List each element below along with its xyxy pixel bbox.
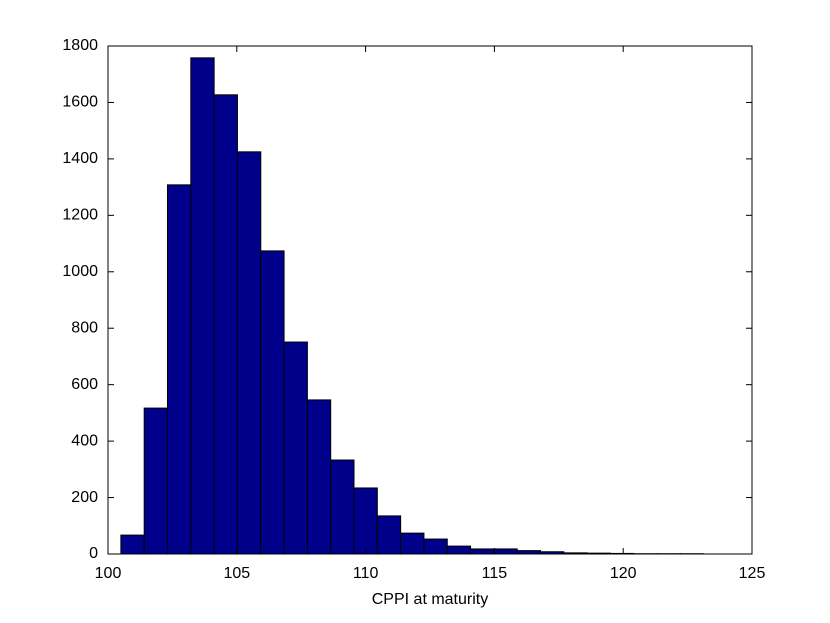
- x-tick-label: 110: [353, 565, 379, 582]
- y-tick-label: 1000: [62, 263, 98, 280]
- plot-frame: [107, 45, 753, 555]
- x-tick-label: 105: [223, 565, 250, 582]
- bar: [400, 532, 425, 555]
- y-tick-label: 1800: [62, 37, 98, 54]
- y-tick-label: 1600: [62, 94, 98, 111]
- x-tick-label: 120: [610, 565, 637, 582]
- bar: [236, 151, 262, 555]
- bar: [306, 399, 332, 555]
- y-tick-label: 600: [71, 376, 98, 393]
- bar: [493, 548, 518, 555]
- bar: [190, 57, 215, 555]
- bar: [446, 545, 472, 555]
- bar: [353, 487, 378, 555]
- bar: [470, 548, 495, 555]
- x-tick-label: 125: [739, 565, 766, 582]
- x-tick-label: 100: [95, 565, 122, 582]
- y-tick-label: 1400: [62, 150, 98, 167]
- y-tick-label: 400: [71, 432, 98, 449]
- y-tick-label: 0: [89, 545, 98, 562]
- bar: [376, 515, 402, 555]
- bar: [213, 94, 238, 555]
- bar: [143, 407, 169, 555]
- bar: [260, 250, 285, 555]
- bar: [167, 184, 192, 555]
- y-tick-label: 200: [71, 489, 98, 506]
- y-tick-label: 800: [71, 319, 98, 336]
- bar: [120, 534, 145, 555]
- bar: [423, 538, 448, 555]
- x-axis-label: CPPI at maturity: [372, 591, 488, 608]
- y-tick-label: 1200: [62, 207, 98, 224]
- bar: [283, 341, 308, 555]
- bar: [516, 550, 542, 555]
- bar: [330, 459, 355, 555]
- x-tick-label: 115: [482, 565, 508, 582]
